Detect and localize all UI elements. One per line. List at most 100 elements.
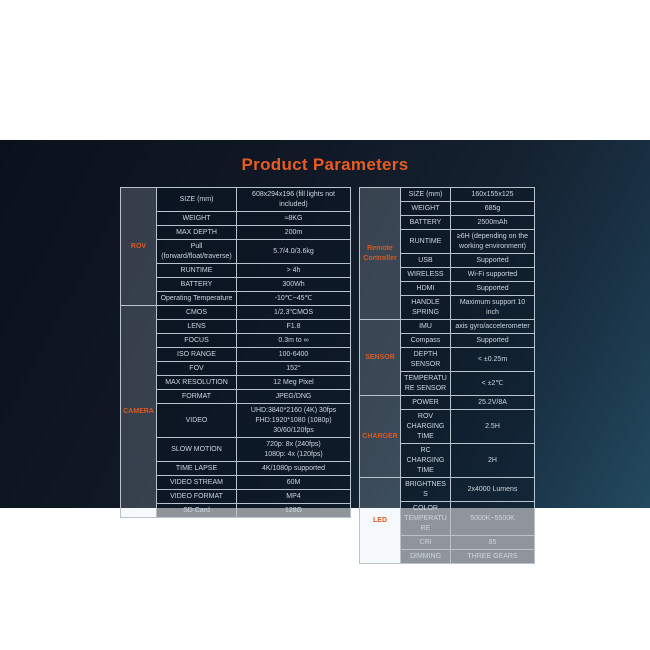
category-cell: ROV bbox=[120, 187, 157, 306]
spec-value-cell: 160x155x125 bbox=[450, 187, 535, 202]
spec-label-cell: SD Card bbox=[156, 503, 237, 518]
spec-value-cell: 60M bbox=[236, 475, 351, 490]
spec-label-cell: WEIGHT bbox=[400, 201, 451, 216]
spec-value-cell: 2500mAh bbox=[450, 215, 535, 230]
spec-value-cell: F1.8 bbox=[236, 319, 351, 334]
table-row: LENS F1.8 bbox=[121, 319, 351, 334]
spec-value-cell: THREE GEARS bbox=[450, 549, 535, 564]
spec-value-cell: 2.5H bbox=[450, 409, 535, 444]
spec-label-cell: SIZE (mm) bbox=[156, 187, 237, 212]
spec-label-cell: Operating Temperature bbox=[156, 291, 237, 306]
table-row: TEMPERATURE SENSOR < ±2℃ bbox=[360, 371, 535, 396]
spec-label-cell: VIDEO STREAM bbox=[156, 475, 237, 490]
spec-value-cell: Supported bbox=[450, 253, 535, 268]
spec-banner: Product Parameters ROV SIZE (mm) 608x294x1… bbox=[0, 140, 650, 564]
table-row: USB Supported bbox=[360, 253, 535, 268]
spec-value-cell: 2H bbox=[450, 443, 535, 478]
spec-label-cell: TEMPERATURE SENSOR bbox=[400, 371, 451, 396]
spec-label-cell: DEPTH SENSOR bbox=[400, 347, 451, 372]
spec-label-cell: USB bbox=[400, 253, 451, 268]
spec-label-cell: BATTERY bbox=[400, 215, 451, 230]
spec-label-cell: TIME LAPSE bbox=[156, 461, 237, 476]
spec-label-cell: LENS bbox=[156, 319, 237, 334]
spec-label-cell: RC CHARGING TIME bbox=[400, 443, 451, 478]
table-row: BATTERY 2500mAh bbox=[360, 215, 535, 230]
table-row: DIMMING THREE GEARS bbox=[360, 549, 535, 564]
spec-label-cell: WEIGHT bbox=[156, 211, 237, 226]
spec-value-cell: Supported bbox=[450, 333, 535, 348]
spec-value-cell: 5.7/4.0/3.6kg bbox=[236, 239, 351, 264]
table-row: CHARGER POWER 25.2V/8A bbox=[359, 395, 535, 478]
category-cell: SENSOR bbox=[359, 319, 401, 396]
table-row: SENSOR IMU axis gyro/accelerometer bbox=[359, 319, 535, 396]
spec-label-cell: HANDLE SPRING bbox=[400, 295, 451, 320]
table-row: FORMAT JPEG/DNG bbox=[121, 389, 351, 404]
spec-value-cell: Maximum support 10 inch bbox=[450, 295, 535, 320]
spec-label-cell: VIDEO bbox=[156, 403, 237, 438]
spec-value-cell: 100-6400 bbox=[236, 347, 351, 362]
spec-label-cell: ROV CHARGING TIME bbox=[400, 409, 451, 444]
spec-label-cell: MAX RESOLUTION bbox=[156, 375, 237, 390]
spec-value-cell: > 4h bbox=[236, 263, 351, 278]
table-row: CRI 85 bbox=[360, 535, 535, 550]
table-row: LED BRIGHTNESS 2x4000 Lumens bbox=[359, 477, 535, 564]
table-row: SD Card 128G bbox=[121, 503, 351, 518]
spec-tables-row: ROV SIZE (mm) 608x294x196 (fill lights not… bbox=[120, 187, 650, 564]
table-row: WEIGHT ≈8KG bbox=[121, 211, 351, 226]
spec-label-cell: DIMMING bbox=[400, 549, 451, 564]
spec-value-cell: -10℃~45℃ bbox=[236, 291, 351, 306]
spec-label-cell: VIDEO FORMAT bbox=[156, 489, 237, 504]
table-row: HANDLE SPRING Maximum support 10 inch bbox=[360, 295, 535, 320]
table-row: RC CHARGING TIME 2H bbox=[360, 443, 535, 478]
spec-label-cell: COLOR TEMPERATURE bbox=[400, 501, 451, 536]
spec-label-cell: SLOW MOTION bbox=[156, 437, 237, 462]
table-row: WEIGHT 685g bbox=[360, 201, 535, 216]
spec-label-cell: Pull (forward/float/traverse) bbox=[156, 239, 237, 264]
table-row: Remote Controller SIZE (mm) 160x155x125 bbox=[359, 187, 535, 320]
spec-value-cell: 25.2V/8A bbox=[450, 395, 535, 410]
spec-label-cell: SIZE (mm) bbox=[400, 187, 451, 202]
spec-value-cell: 685g bbox=[450, 201, 535, 216]
accessories-spec-table: Remote Controller SIZE (mm) 160x155x125 WEI… bbox=[359, 187, 535, 564]
table-row: WIRELESS Wi-Fi supported bbox=[360, 267, 535, 282]
spec-value-cell: 0.3m to ∞ bbox=[236, 333, 351, 348]
spec-value-cell: < ±2℃ bbox=[450, 371, 535, 396]
spec-label-cell: CMOS bbox=[156, 305, 237, 320]
spec-label-cell: FOV bbox=[156, 361, 237, 376]
spec-label-cell: MAX DEPTH bbox=[156, 225, 237, 240]
table-row: SLOW MOTION 720p: 8x (240fps) 1080p: 4x (… bbox=[121, 437, 351, 462]
page-title: Product Parameters bbox=[241, 155, 409, 174]
spec-label-cell: ISO RANGE bbox=[156, 347, 237, 362]
table-row: VIDEO STREAM 60M bbox=[121, 475, 351, 490]
category-cell: CAMERA bbox=[120, 305, 157, 518]
spec-label-cell: FORMAT bbox=[156, 389, 237, 404]
spec-label-cell: FOCUS bbox=[156, 333, 237, 348]
spec-value-cell: 152° bbox=[236, 361, 351, 376]
category-cell: LED bbox=[359, 477, 401, 564]
spec-label-cell: CRI bbox=[400, 535, 451, 550]
table-row: MAX RESOLUTION 12 Meg Pixel bbox=[121, 375, 351, 390]
spec-value-cell: < ±0.25m bbox=[450, 347, 535, 372]
table-row: COLOR TEMPERATURE 5000K~5500K bbox=[360, 501, 535, 536]
table-row: ISO RANGE 100-6400 bbox=[121, 347, 351, 362]
spec-value-cell: 12 Meg Pixel bbox=[236, 375, 351, 390]
table-row: Pull (forward/float/traverse) 5.7/4.0/3.6… bbox=[121, 239, 351, 264]
table-row: RUNTIME ≥6H (depending on the working env… bbox=[360, 229, 535, 254]
spec-label-cell: HDMI bbox=[400, 281, 451, 296]
category-cell: CHARGER bbox=[359, 395, 401, 478]
table-row: VIDEO UHD:3840*2160 (4K) 30fps FHD:1920*1… bbox=[121, 403, 351, 438]
spec-value-cell: Wi-Fi supported bbox=[450, 267, 535, 282]
spec-value-cell: JPEG/DNG bbox=[236, 389, 351, 404]
table-row: CAMERA CMOS 1/2.3"CMOS bbox=[120, 305, 351, 518]
spec-value-cell: UHD:3840*2160 (4K) 30fps FHD:1920*1080 (… bbox=[236, 403, 351, 438]
spec-label-cell: RUNTIME bbox=[156, 263, 237, 278]
table-row: RUNTIME > 4h bbox=[121, 263, 351, 278]
category-cell: Remote Controller bbox=[359, 187, 401, 320]
table-row: Operating Temperature -10℃~45℃ bbox=[121, 291, 351, 306]
spec-value-cell: MP4 bbox=[236, 489, 351, 504]
spec-value-cell: 608x294x196 (fill lights not included) bbox=[236, 187, 351, 212]
table-row: ROV SIZE (mm) 608x294x196 (fill lights not… bbox=[120, 187, 351, 306]
spec-label-cell: POWER bbox=[400, 395, 451, 410]
spec-value-cell: Supported bbox=[450, 281, 535, 296]
spec-label-cell: WIRELESS bbox=[400, 267, 451, 282]
